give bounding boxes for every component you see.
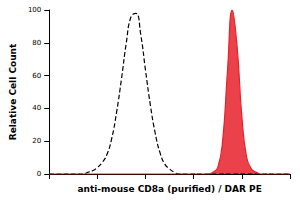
svg-text:anti-mouse CD8a (purified) / D: anti-mouse CD8a (purified) / DAR PE — [77, 184, 261, 194]
svg-text:Relative Cell Count: Relative Cell Count — [8, 43, 18, 140]
svg-text:0: 0 — [37, 170, 41, 178]
svg-text:40: 40 — [32, 104, 41, 112]
svg-text:60: 60 — [32, 72, 41, 80]
svg-text:100: 100 — [28, 6, 41, 14]
svg-text:20: 20 — [32, 137, 41, 145]
svg-text:80: 80 — [32, 39, 41, 47]
